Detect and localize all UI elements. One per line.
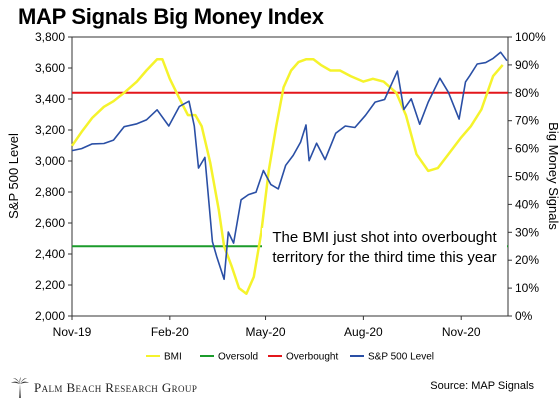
x-tick-label: Aug-20 [344, 325, 383, 339]
annotation-line-1: The BMI just shot into overbought [272, 229, 497, 246]
series-lines [70, 51, 508, 295]
left-tick-label: 3,200 [35, 123, 65, 137]
left-axis-label: S&P 500 Level [6, 133, 21, 219]
left-tick-label: 2,600 [35, 216, 65, 230]
bmi-series-line [70, 58, 504, 295]
palm-tree-icon [11, 377, 29, 398]
left-axis-ticks: 2,000 2,200 2,400 2,600 2,800 3,000 3,200 3,400… [35, 30, 72, 323]
right-tick-label: 80% [515, 86, 539, 100]
x-axis-ticks: Nov-19 Feb-20 May-20 Aug-20 Nov-20 [53, 316, 481, 339]
legend-label-bmi: BMI [164, 352, 182, 363]
source-note: Source: MAP Signals [430, 380, 534, 392]
x-tick-label: Nov-19 [53, 325, 92, 339]
brand-name: Palm Beach Research Group [34, 380, 198, 395]
left-tick-label: 3,000 [35, 154, 65, 168]
x-tick-label: May-20 [246, 325, 286, 339]
left-tick-label: 2,800 [35, 185, 65, 199]
annotation-line-2: territory for the third time this year [272, 249, 497, 266]
right-tick-label: 10% [515, 281, 539, 295]
chart-annotation: The BMI just shot into overbought territ… [262, 228, 507, 268]
plot-frame [71, 36, 509, 317]
right-tick-label: 60% [515, 142, 539, 156]
right-tick-label: 70% [515, 114, 539, 128]
chart-title: MAP Signals Big Money Index [18, 4, 324, 29]
right-tick-label: 90% [515, 58, 539, 72]
left-tick-label: 2,400 [35, 247, 65, 261]
left-tick-label: 3,400 [35, 92, 65, 106]
left-tick-label: 3,800 [35, 30, 65, 44]
legend-label-oversold: Oversold [218, 352, 258, 363]
legend-label-overbought: Overbought [286, 352, 338, 363]
left-tick-label: 2,200 [35, 278, 65, 292]
left-tick-label: 3,600 [35, 61, 65, 75]
right-tick-label: 40% [515, 197, 539, 211]
reference-lines [72, 91, 508, 248]
s-p-500-level-series-line [71, 51, 508, 281]
right-tick-label: 20% [515, 253, 539, 267]
brand-logo: Palm Beach Research Group [10, 377, 197, 399]
right-axis-label: Big Money Signals [546, 122, 560, 230]
left-tick-label: 2,000 [35, 309, 65, 323]
x-tick-label: Feb-20 [151, 325, 189, 339]
legend-label-s-p-500-level: S&P 500 Level [368, 352, 434, 363]
x-tick-label: Nov-20 [442, 325, 481, 339]
right-tick-label: 50% [515, 170, 539, 184]
right-tick-label: 30% [515, 225, 539, 239]
right-tick-label: 100% [515, 30, 546, 44]
chart-legend: BMI Oversold Overbought S&P 500 Level [146, 352, 434, 363]
right-tick-label: 0% [515, 309, 533, 323]
right-axis-ticks: 0% 10% 20% 30% 40% 50% 60% 70% 80% 90% 100% [508, 30, 546, 323]
